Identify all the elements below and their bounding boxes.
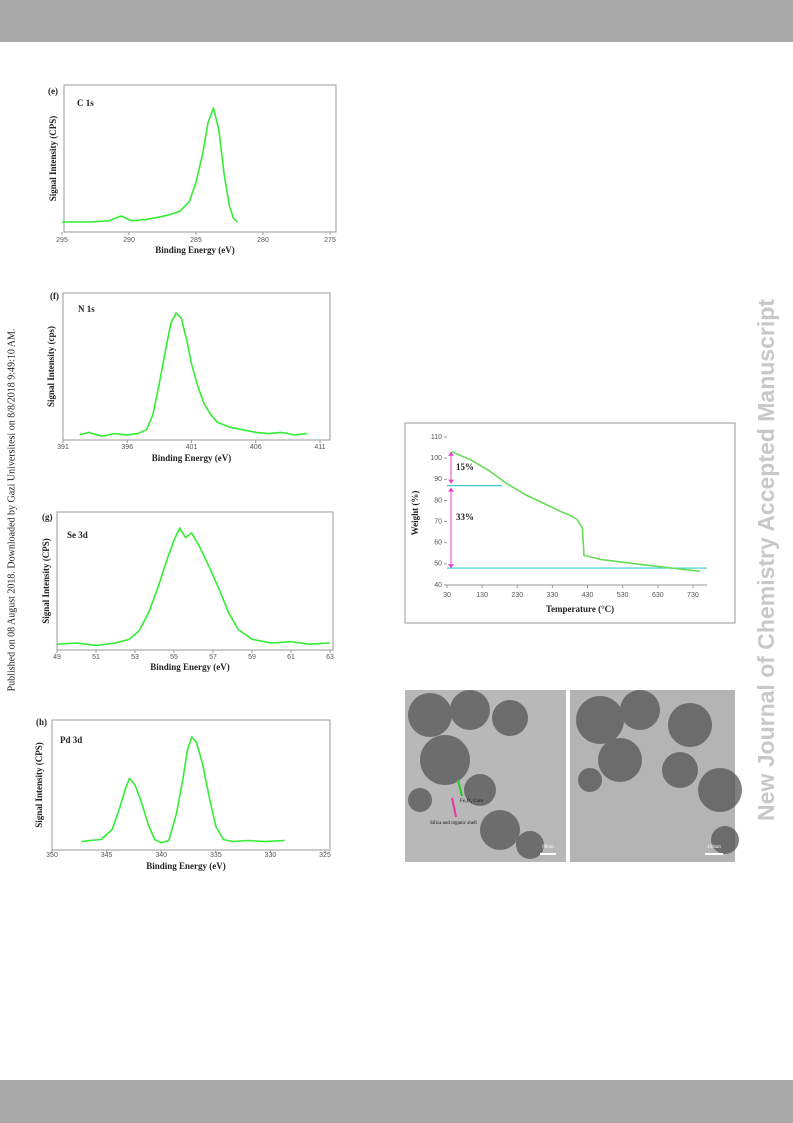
x-tick-label: 330	[265, 852, 277, 859]
x-tick-label: 57	[209, 654, 217, 661]
y-axis-title: Signal Intensity (CPS)	[41, 538, 51, 624]
chart-frame	[63, 84, 337, 233]
particles	[408, 690, 742, 859]
x-tick-label: 335	[210, 852, 222, 859]
x-axis-title: Binding Energy (eV)	[150, 662, 230, 672]
x-tick-label: 49	[53, 654, 61, 661]
scale-label: 100nm	[707, 845, 721, 850]
side-note: Published on 08 August 2018. Downloaded …	[6, 329, 17, 692]
annotation: 33%	[456, 512, 474, 522]
y-tick-label: 90	[434, 476, 442, 483]
arrow-head	[448, 487, 454, 492]
scale-label: 60nm	[542, 845, 554, 850]
x-tick-label: 275	[324, 237, 336, 244]
x-tick-label: 63	[326, 654, 334, 661]
top-bar	[0, 0, 793, 42]
y-tick-label: 50	[434, 561, 442, 568]
arrow-head	[448, 564, 454, 569]
y-tick-label: 80	[434, 497, 442, 504]
chart-title: C 1s	[77, 98, 94, 108]
x-tick-label: 411	[314, 444, 325, 451]
x-tick-label: 340	[155, 852, 167, 859]
x-tick-label: 350	[46, 852, 58, 859]
x-tick-label: 345	[101, 852, 113, 859]
x-tick-label: 51	[92, 654, 100, 661]
arrow	[451, 797, 457, 818]
arrow-head	[448, 479, 454, 484]
x-tick-label: 53	[131, 654, 139, 661]
y-tick-label: 110	[431, 434, 442, 441]
chart-frame	[56, 511, 334, 651]
x-tick-label: 330	[547, 592, 559, 599]
x-axis-title: Binding Energy (eV)	[155, 245, 235, 255]
panel-label: (f)	[50, 291, 59, 301]
x-tick-label: 730	[687, 592, 699, 599]
data-line	[62, 107, 239, 223]
chart-frame	[62, 292, 331, 441]
arrow-head	[448, 451, 454, 456]
y-tick-label: 40	[434, 582, 442, 589]
x-axis-title: Binding Energy (eV)	[152, 453, 232, 463]
x-tick-label: 325	[319, 852, 331, 859]
x-tick-label: 59	[248, 654, 256, 661]
annotation: 15%	[456, 462, 474, 472]
x-tick-label: 401	[186, 444, 198, 451]
x-tick-label: 430	[582, 592, 594, 599]
x-tick-label: 530	[617, 592, 629, 599]
panel-label: (e)	[48, 86, 58, 96]
arrow	[457, 779, 463, 797]
x-tick-label: 30	[443, 592, 451, 599]
x-tick-label: 396	[121, 444, 133, 451]
chart-title: N 1s	[78, 304, 95, 314]
x-tick-label: 630	[652, 592, 664, 599]
panel-label: (h)	[36, 717, 47, 727]
watermark: New Journal of Chemistry Accepted Manusc…	[753, 299, 779, 821]
x-tick-label: 280	[257, 237, 269, 244]
x-tick-label: 290	[123, 237, 135, 244]
x-tick-label: 285	[190, 237, 202, 244]
x-tick-label: 130	[476, 592, 488, 599]
y-tick-label: 70	[434, 518, 442, 525]
x-axis-title: Temperature (°C)	[546, 604, 614, 614]
x-tick-label: 55	[170, 654, 178, 661]
y-tick-label: 60	[434, 540, 442, 547]
data-line	[81, 736, 285, 844]
y-axis-title: Signal Intensity (CPS)	[48, 116, 58, 202]
tem-images: Fe₃O₄ Core Silica and organic shell 60nm…	[405, 690, 742, 862]
chart-frame	[404, 422, 736, 624]
bottom-bar	[0, 1080, 793, 1123]
data-line	[79, 312, 308, 437]
chart-title: Se 3d	[67, 530, 88, 540]
x-axis-title: Binding Energy (eV)	[146, 861, 226, 871]
tem-label: Silica and organic shell	[430, 821, 477, 826]
chart-title: Pd 3d	[60, 735, 82, 745]
x-tick-label: 230	[511, 592, 523, 599]
data-line	[56, 527, 331, 647]
x-tick-label: 61	[287, 654, 295, 661]
panel-label: (g)	[42, 512, 53, 522]
chart-frame	[51, 719, 331, 851]
y-tick-label: 100	[430, 455, 442, 462]
y-axis-title: Signal Intensity (cps)	[46, 326, 56, 407]
y-axis-title: Weight (%)	[410, 491, 420, 536]
x-tick-label: 391	[57, 444, 69, 451]
y-axis-title: Signal Intensity (CPS)	[34, 742, 44, 828]
x-tick-label: 406	[250, 444, 262, 451]
tem-label: Fe₃O₄ Core	[460, 799, 484, 804]
x-tick-label: 295	[56, 237, 68, 244]
data-line	[451, 451, 701, 573]
